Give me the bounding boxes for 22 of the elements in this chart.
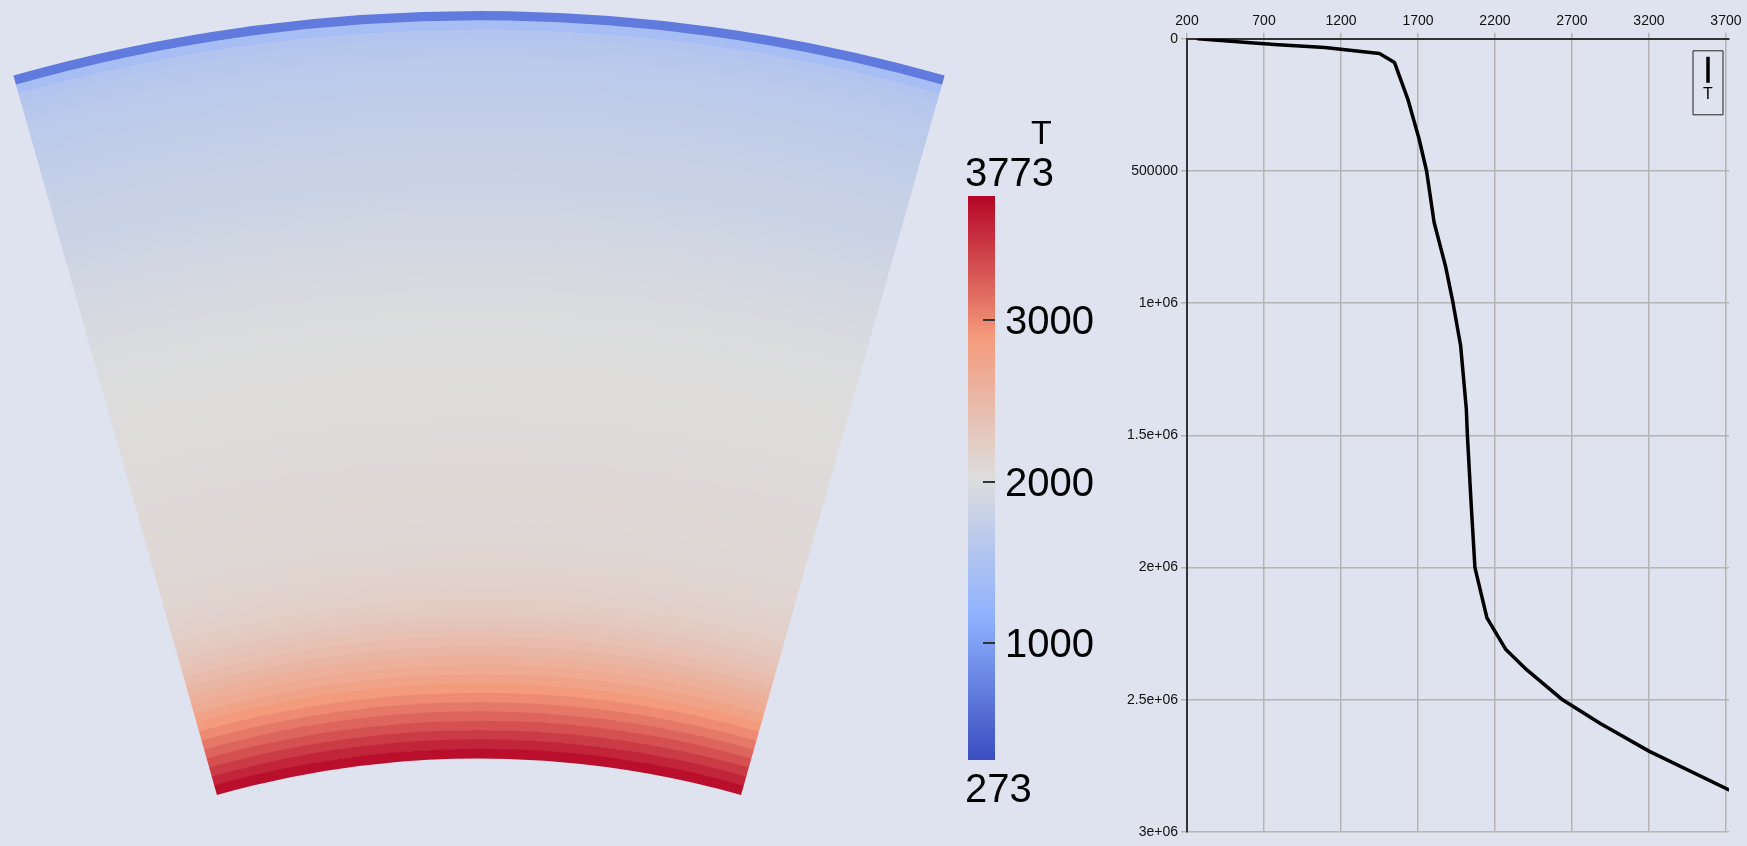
text: 3000 bbox=[1005, 298, 1094, 342]
y-tick-label: 2e+06 bbox=[1138, 558, 1179, 575]
x-tick-label: 1700 bbox=[1402, 12, 1434, 29]
legend-label: T bbox=[1703, 85, 1714, 103]
x-tick-label: 3700 bbox=[1710, 12, 1742, 29]
text: 273 bbox=[965, 766, 1032, 810]
x-tick-label: 1200 bbox=[1325, 12, 1357, 29]
x-tick-label: 2700 bbox=[1556, 12, 1588, 29]
y-tick-label: 3e+06 bbox=[1138, 822, 1179, 839]
text: 2000 bbox=[1005, 459, 1094, 504]
y-tick-label: 0 bbox=[1170, 29, 1179, 46]
y-tick-label: 500000 bbox=[1131, 161, 1179, 178]
color-bar-title: T bbox=[1031, 112, 1052, 152]
x-tick-label: 700 bbox=[1252, 12, 1276, 29]
text: 3773 bbox=[965, 150, 1054, 194]
y-tick-label: 2.5e+06 bbox=[1127, 690, 1179, 707]
x-tick-label: 200 bbox=[1175, 12, 1199, 29]
x-tick-label: 3200 bbox=[1633, 12, 1665, 29]
text: 1000 bbox=[1005, 621, 1094, 665]
y-tick-label: 1.5e+06 bbox=[1127, 426, 1179, 443]
y-tick-label: 1e+06 bbox=[1138, 294, 1179, 311]
x-tick-label: 2200 bbox=[1479, 12, 1511, 29]
